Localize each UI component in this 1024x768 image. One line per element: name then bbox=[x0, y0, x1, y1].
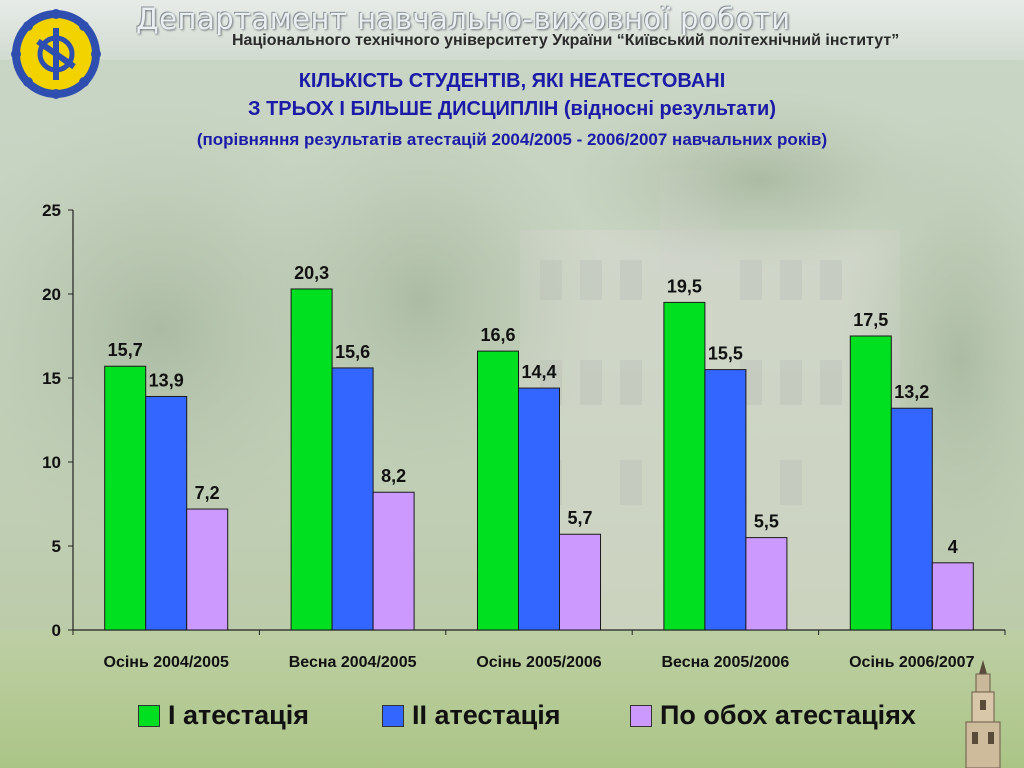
x-tick-label: Весна 2004/2005 bbox=[289, 654, 417, 671]
data-label: 19,5 bbox=[667, 276, 702, 296]
data-label: 16,6 bbox=[480, 325, 515, 345]
data-label: 15,7 bbox=[108, 340, 143, 360]
bar bbox=[745, 537, 788, 631]
university-name: Національного технічного університету Ук… bbox=[232, 32, 900, 49]
chart-legend: І атестація ІІ атестація По обох атестац… bbox=[0, 700, 1024, 740]
university-emblem-icon bbox=[11, 9, 101, 99]
y-tick-label: 5 bbox=[52, 537, 61, 556]
data-label: 13,2 bbox=[894, 382, 929, 402]
department-title: Департамент навчально-виховної роботи bbox=[136, 2, 791, 36]
legend-swatch-series-2 bbox=[382, 704, 404, 727]
legend-item-series-1: І атестація bbox=[138, 700, 309, 731]
legend-item-series-3: По обох атестаціях bbox=[630, 700, 916, 731]
data-label: 4 bbox=[948, 537, 958, 557]
legend-label-series-2: ІІ атестація bbox=[412, 700, 561, 730]
data-label: 5,7 bbox=[567, 508, 592, 528]
x-tick-label: Осінь 2004/2005 bbox=[104, 654, 229, 671]
x-tick-label: Осінь 2006/2007 bbox=[849, 654, 974, 671]
y-tick-label: 15 bbox=[42, 369, 61, 388]
data-label: 17,5 bbox=[853, 310, 888, 330]
legend-swatch-series-3 bbox=[630, 704, 652, 727]
bar bbox=[931, 562, 974, 631]
y-tick-label: 25 bbox=[42, 201, 61, 220]
data-label: 8,2 bbox=[381, 466, 406, 486]
bar bbox=[890, 407, 933, 631]
legend-label-series-1: І атестація bbox=[168, 700, 310, 730]
header-band bbox=[0, 0, 1024, 60]
bar bbox=[559, 533, 601, 631]
legend-swatch-series-1 bbox=[138, 704, 160, 727]
chart-title-line-2: З ТРЬОХ І БІЛЬШЕ ДИСЦИПЛІН (відносні рез… bbox=[247, 98, 777, 120]
chart-subtitle: (порівняння результатів атестацій 2004/2… bbox=[196, 130, 828, 149]
chart-title-line-1: КІЛЬКІСТЬ СТУДЕНТІВ, ЯКІ НЕАТЕСТОВАНІ bbox=[298, 70, 726, 92]
data-label: 20,3 bbox=[294, 263, 329, 283]
x-tick-label: Весна 2005/2006 bbox=[662, 654, 790, 671]
bar-chart: 0 5 10 15 20 25 15,7 13,9 7,2 Осінь 2004/2005 20,3… bbox=[42, 201, 1006, 671]
tower-icon bbox=[965, 660, 1001, 768]
bar bbox=[663, 301, 706, 631]
bar bbox=[477, 350, 519, 631]
data-label: 15,6 bbox=[335, 342, 370, 362]
y-tick-label: 20 bbox=[42, 285, 61, 304]
bar bbox=[704, 369, 747, 631]
y-tick-label: 10 bbox=[42, 453, 61, 472]
bar bbox=[518, 387, 560, 631]
bar bbox=[186, 508, 229, 631]
data-label: 7,2 bbox=[195, 483, 220, 503]
data-label: 15,5 bbox=[708, 344, 743, 364]
data-label: 13,9 bbox=[149, 370, 184, 390]
data-label: 5,5 bbox=[754, 512, 779, 532]
bar bbox=[145, 395, 188, 631]
bar bbox=[331, 367, 374, 631]
data-label: 14,4 bbox=[521, 362, 556, 382]
bar bbox=[104, 365, 147, 631]
legend-item-series-2: ІІ атестація bbox=[382, 700, 561, 731]
x-tick-label: Осінь 2005/2006 bbox=[476, 654, 601, 671]
bar bbox=[849, 335, 892, 631]
y-tick-label: 0 bbox=[52, 621, 61, 640]
bar bbox=[372, 491, 415, 631]
legend-label-series-3: По обох атестаціях bbox=[660, 700, 916, 730]
bar bbox=[290, 288, 333, 631]
